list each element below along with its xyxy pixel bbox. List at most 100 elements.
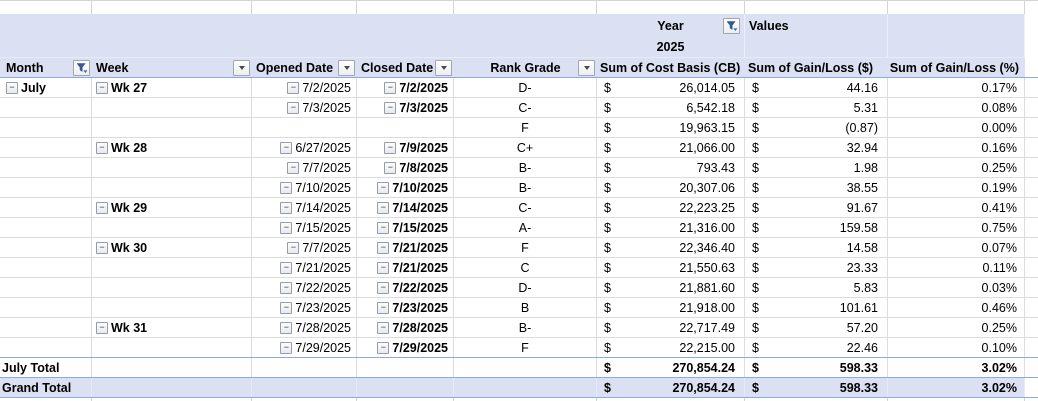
empty-grid-cell[interactable] [357, 1, 454, 14]
week-cell[interactable]: Wk 29 [92, 198, 252, 217]
opened-date-cell[interactable]: 7/10/2025 [252, 178, 357, 197]
gain-loss-pct-cell[interactable]: 0.03% [888, 278, 1025, 297]
week-filter-button[interactable] [233, 59, 250, 76]
week-cell[interactable] [92, 158, 252, 177]
empty-grid-cell[interactable] [888, 1, 1025, 14]
opened-date-cell[interactable]: 7/14/2025 [252, 198, 357, 217]
closed-date-cell[interactable]: 7/23/2025 [357, 298, 454, 317]
gutter-cell[interactable] [1025, 338, 1038, 357]
minus-box-icon[interactable] [96, 141, 108, 154]
week-cell[interactable] [92, 98, 252, 117]
week-cell[interactable] [92, 338, 252, 357]
minus-box-icon[interactable] [384, 141, 397, 154]
gain-loss-usd-cell[interactable]: $38.55 [745, 178, 888, 197]
band-cell[interactable] [92, 37, 252, 57]
gutter-cell[interactable] [1025, 118, 1038, 137]
closed-date-column-header[interactable]: Closed Date [357, 57, 454, 77]
minus-box-icon[interactable] [280, 141, 293, 154]
minus-box-icon[interactable] [280, 261, 293, 274]
minus-box-icon[interactable] [377, 321, 390, 334]
closed-date-cell[interactable]: 7/8/2025 [357, 158, 454, 177]
month-cell[interactable] [0, 278, 92, 297]
band-cell[interactable] [454, 37, 597, 57]
total-gain-pct-cell[interactable]: 3.02% [888, 378, 1025, 397]
month-cell[interactable] [0, 98, 92, 117]
cost-basis-column-header[interactable]: Sum of Cost Basis (CB) [597, 57, 745, 77]
gutter-cell[interactable] [1025, 37, 1038, 57]
rank-grade-cell[interactable]: F [454, 338, 597, 357]
month-cell[interactable]: July [0, 78, 92, 97]
band-cell[interactable] [0, 14, 92, 37]
minus-box-icon[interactable] [280, 281, 293, 294]
rank-grade-cell[interactable]: B- [454, 318, 597, 337]
empty-grid-cell[interactable] [92, 398, 252, 401]
gutter-cell[interactable] [1025, 258, 1038, 277]
gain-loss-usd-cell[interactable]: $5.83 [745, 278, 888, 297]
empty-grid-cell[interactable] [1025, 398, 1038, 401]
closed-date-cell[interactable]: 7/9/2025 [357, 138, 454, 157]
band-cell[interactable] [92, 14, 252, 37]
band-cell[interactable] [252, 37, 357, 57]
opened-date-cell[interactable]: 7/28/2025 [252, 318, 357, 337]
gutter-cell[interactable] [1025, 318, 1038, 337]
week-cell[interactable] [92, 178, 252, 197]
total-gain-usd-cell[interactable]: $ 598.33 [745, 358, 888, 377]
opened-date-cell[interactable]: 7/7/2025 [252, 158, 357, 177]
empty-grid-cell[interactable] [597, 1, 745, 14]
cost-basis-cell[interactable]: $22,717.49 [597, 318, 745, 337]
empty-grid-cell[interactable] [92, 1, 252, 14]
minus-box-icon[interactable] [280, 221, 293, 234]
cost-basis-cell[interactable]: $22,223.25 [597, 198, 745, 217]
week-cell[interactable] [92, 118, 252, 137]
gain-loss-usd-cell[interactable]: $159.58 [745, 218, 888, 237]
month-cell[interactable] [0, 198, 92, 217]
opened-date-cell[interactable]: 6/27/2025 [252, 138, 357, 157]
gain-loss-pct-cell[interactable]: 0.25% [888, 158, 1025, 177]
closed-date-cell[interactable]: 7/22/2025 [357, 278, 454, 297]
gain-loss-pct-cell[interactable]: 0.17% [888, 78, 1025, 97]
gain-loss-pct-cell[interactable]: 0.11% [888, 258, 1025, 277]
gain-loss-usd-cell[interactable]: $91.67 [745, 198, 888, 217]
opened-date-cell[interactable] [252, 118, 357, 137]
cost-basis-cell[interactable]: $22,215.00 [597, 338, 745, 357]
empty-cell[interactable] [92, 358, 252, 377]
minus-box-icon[interactable] [287, 161, 300, 174]
minus-box-icon[interactable] [377, 261, 390, 274]
total-cost-basis-cell[interactable]: $ 270,854.24 [597, 358, 745, 377]
empty-grid-cell[interactable] [597, 398, 745, 401]
gain-loss-usd-cell[interactable]: $1.98 [745, 158, 888, 177]
empty-grid-cell[interactable] [252, 1, 357, 14]
rank-grade-column-header[interactable]: Rank Grade [454, 57, 597, 77]
gutter-cell[interactable] [1025, 138, 1038, 157]
gutter-cell[interactable] [1025, 158, 1038, 177]
week-cell[interactable]: Wk 28 [92, 138, 252, 157]
minus-box-icon[interactable] [280, 201, 293, 214]
empty-grid-cell[interactable] [745, 1, 888, 14]
gain-loss-pct-cell[interactable]: 0.25% [888, 318, 1025, 337]
empty-cell[interactable] [357, 378, 454, 397]
rank-grade-cell[interactable]: F [454, 118, 597, 137]
month-cell[interactable] [0, 118, 92, 137]
cost-basis-cell[interactable]: $21,550.63 [597, 258, 745, 277]
band-cell[interactable] [454, 14, 597, 37]
gutter-cell[interactable] [1025, 238, 1038, 257]
month-cell[interactable] [0, 338, 92, 357]
empty-grid-cell[interactable] [888, 398, 1025, 401]
minus-box-icon[interactable] [280, 321, 293, 334]
week-cell[interactable]: Wk 31 [92, 318, 252, 337]
cost-basis-cell[interactable]: $21,316.00 [597, 218, 745, 237]
gain-loss-pct-cell[interactable]: 0.08% [888, 98, 1025, 117]
empty-cell[interactable] [252, 378, 357, 397]
cost-basis-cell[interactable]: $21,918.00 [597, 298, 745, 317]
minus-box-icon[interactable] [377, 241, 390, 254]
opened-date-cell[interactable]: 7/7/2025 [252, 238, 357, 257]
opened-date-cell[interactable]: 7/15/2025 [252, 218, 357, 237]
cost-basis-cell[interactable]: $21,066.00 [597, 138, 745, 157]
minus-box-icon[interactable] [377, 341, 390, 354]
minus-box-icon[interactable] [384, 81, 397, 94]
gutter-cell[interactable] [1025, 198, 1038, 217]
total-gain-pct-cell[interactable]: 3.02% [888, 358, 1025, 377]
month-cell[interactable] [0, 218, 92, 237]
year-filter-cell[interactable]: Year [597, 14, 745, 37]
minus-box-icon[interactable] [287, 81, 300, 94]
